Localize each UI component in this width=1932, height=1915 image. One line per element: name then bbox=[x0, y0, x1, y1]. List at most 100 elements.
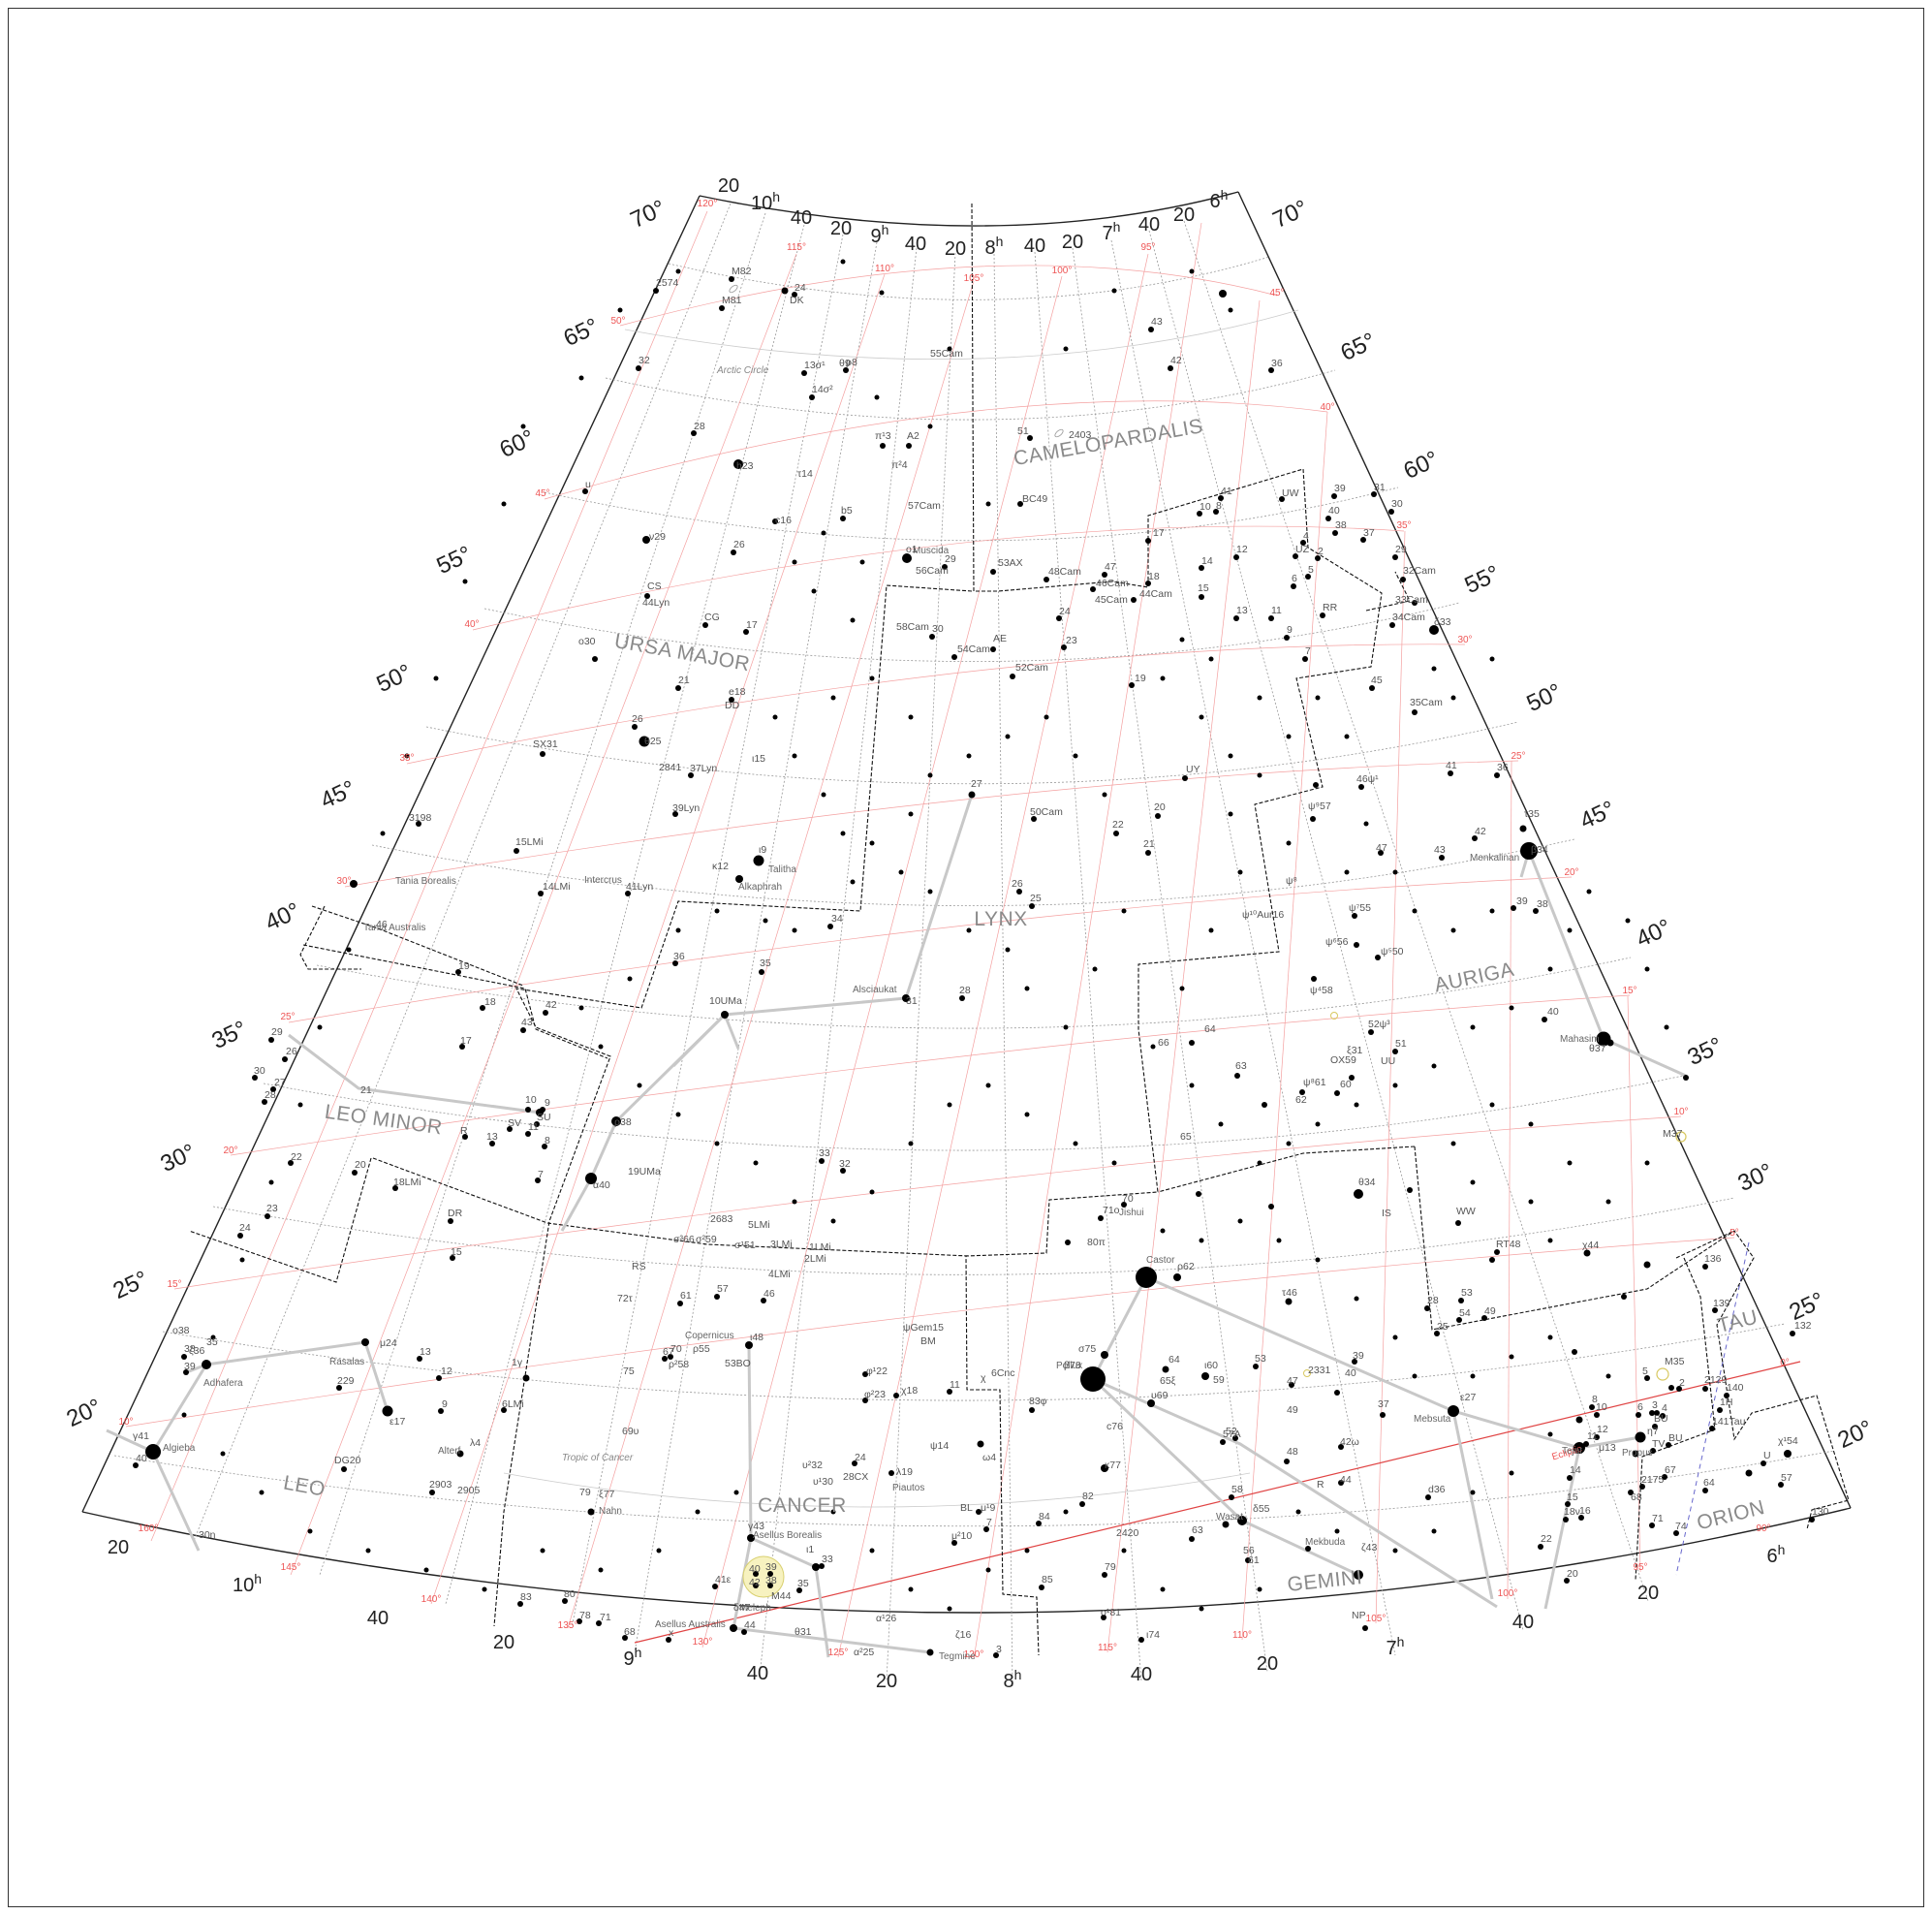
star-marker bbox=[1151, 1045, 1156, 1050]
star-designation-label: 43 bbox=[521, 1017, 533, 1028]
star-marker bbox=[1025, 987, 1030, 991]
star-designation-label: μ24 bbox=[380, 1337, 397, 1349]
star-marker bbox=[1209, 928, 1214, 933]
star-designation-label: 65ξ bbox=[1160, 1375, 1176, 1387]
star-marker bbox=[541, 1549, 545, 1554]
star-marker bbox=[1362, 1625, 1368, 1631]
star-marker bbox=[1025, 1113, 1030, 1117]
star-designation-label: σ³66 bbox=[673, 1234, 695, 1245]
star-designation-label: d36 bbox=[1428, 1484, 1446, 1495]
star-marker bbox=[1490, 1103, 1495, 1108]
star-designation-label: 60 bbox=[1340, 1079, 1352, 1090]
star-marker bbox=[812, 589, 817, 594]
star-designation-label: 12 bbox=[441, 1366, 452, 1377]
star-marker bbox=[793, 560, 797, 565]
star-marker bbox=[1180, 638, 1185, 643]
star-marker bbox=[1316, 1122, 1321, 1127]
star-designation-label: 67 bbox=[663, 1346, 674, 1358]
star-marker bbox=[1258, 696, 1262, 701]
star-marker bbox=[1606, 1200, 1611, 1205]
star-marker bbox=[1286, 1299, 1293, 1305]
star-designation-label: ψ⁸ bbox=[1286, 875, 1297, 887]
star-marker bbox=[657, 1549, 662, 1554]
star-designation-label: 48 bbox=[1287, 1446, 1298, 1458]
star-designation-label: μ²10 bbox=[951, 1530, 972, 1542]
star-designation-label: λ4 bbox=[470, 1437, 481, 1449]
star-designation-label: θ34 bbox=[1358, 1177, 1376, 1188]
star-marker bbox=[831, 1219, 836, 1224]
star-designation-label: 54 bbox=[1459, 1307, 1471, 1319]
declination-label: 60° bbox=[496, 424, 539, 463]
star-designation-label: φ¹22 bbox=[866, 1366, 888, 1377]
star-designation-label: 28 bbox=[1427, 1295, 1439, 1306]
star-marker bbox=[1354, 1189, 1363, 1199]
star-designation-label: 2175 bbox=[1641, 1474, 1665, 1486]
star-designation-label: 28CX bbox=[843, 1471, 868, 1483]
star-designation-label: ρ55 bbox=[693, 1343, 710, 1355]
star-designation-label: 41ε bbox=[715, 1574, 732, 1585]
ra-label-top: 6h bbox=[1210, 187, 1229, 212]
star-designation-label: θ37 bbox=[1589, 1043, 1606, 1054]
ecliptic-degree-label: 25° bbox=[1511, 751, 1525, 762]
star-marker bbox=[880, 443, 886, 449]
star-designation-label: 21 bbox=[1143, 838, 1155, 850]
star-marker bbox=[1784, 1450, 1792, 1458]
star-designation-label: 2903 bbox=[429, 1479, 452, 1491]
star-marker bbox=[909, 1142, 914, 1146]
star-marker bbox=[1568, 1161, 1573, 1166]
star-designation-label: 136 bbox=[1704, 1253, 1722, 1265]
star-designation-label: σ²59 bbox=[696, 1234, 717, 1245]
star-marker bbox=[1219, 1122, 1224, 1127]
declination-label: 55° bbox=[1461, 560, 1504, 599]
star-designation-label: 68 bbox=[624, 1626, 636, 1638]
star-designation-label: 85 bbox=[1042, 1574, 1053, 1585]
constellation-label: GEMINI bbox=[1286, 1566, 1363, 1596]
star-designation-label: 18 bbox=[1148, 571, 1160, 582]
star-designation-label: 40 bbox=[1345, 1367, 1356, 1379]
star-designation-label: M82 bbox=[732, 266, 752, 277]
star-designation-label: β34 bbox=[1531, 844, 1548, 856]
star-designation-label: DG20 bbox=[334, 1455, 361, 1466]
star-marker bbox=[1413, 1374, 1418, 1379]
star-designation-label: RR bbox=[1323, 602, 1338, 613]
ecliptic-degree-label: 105° bbox=[964, 273, 984, 284]
star-designation-label: 64 bbox=[1204, 1023, 1216, 1035]
star-designation-label: 12 bbox=[1597, 1424, 1608, 1435]
star-designation-label: 7 bbox=[1305, 645, 1311, 657]
star-designation-label: η7 bbox=[1647, 1426, 1659, 1437]
star-designation-label: 13σ¹ bbox=[804, 360, 826, 371]
star-marker bbox=[145, 1444, 161, 1460]
star-name-label: Mebsuta bbox=[1414, 1414, 1451, 1425]
ecliptic-degree-label: 100° bbox=[1052, 266, 1073, 276]
star-designation-label: ρ8 bbox=[846, 357, 857, 368]
ra-label-bottom: 40 bbox=[367, 1608, 389, 1629]
ecliptic-degree-label: 115° bbox=[787, 242, 806, 253]
star-marker bbox=[361, 1338, 369, 1346]
star-designation-label: 40 bbox=[1328, 505, 1340, 517]
ecliptic-degree-label: 135° bbox=[558, 1620, 578, 1631]
star-marker bbox=[1572, 1349, 1577, 1355]
star-designation-label: 71 bbox=[1652, 1513, 1664, 1524]
ecliptic-degree-label: 45° bbox=[535, 488, 549, 499]
star-designation-label: 10 bbox=[1596, 1401, 1607, 1413]
star-marker bbox=[1296, 1510, 1301, 1515]
star-designation-label: UY bbox=[1186, 764, 1200, 775]
ecliptic-degree-label: 20° bbox=[1564, 867, 1578, 878]
star-designation-label: 19UMa bbox=[628, 1166, 661, 1177]
star-designation-label: 36 bbox=[1271, 358, 1283, 369]
ra-label-top: 40 bbox=[791, 207, 812, 229]
star-designation-label: 32 bbox=[639, 355, 650, 366]
star-designation-label: 38 bbox=[184, 1343, 196, 1355]
star-designation-label: 23 bbox=[1066, 635, 1077, 646]
constellation-label: CAMELOPARDALIS bbox=[1012, 415, 1204, 470]
star-marker bbox=[424, 1568, 429, 1573]
star-designation-label: DR bbox=[448, 1208, 463, 1219]
star-designation-label: 10 bbox=[1200, 501, 1211, 513]
ecliptic-degree-label: 40° bbox=[464, 619, 479, 630]
star-marker bbox=[1636, 1432, 1646, 1443]
ecliptic-degree-label: 35° bbox=[399, 753, 414, 764]
star-marker bbox=[502, 502, 507, 507]
ra-label-top: 9h bbox=[871, 222, 889, 247]
star-designation-label: 46 bbox=[763, 1288, 775, 1300]
star-designation-label: M44 bbox=[771, 1590, 792, 1602]
